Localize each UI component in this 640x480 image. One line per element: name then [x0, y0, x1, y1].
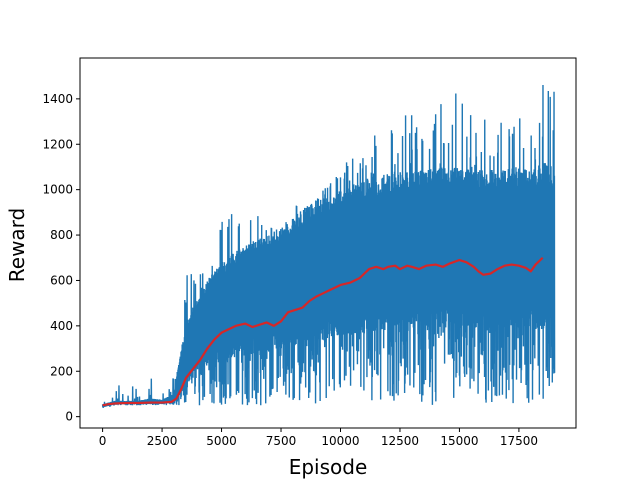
- series-moving-average-line: [102, 256, 544, 407]
- y-tick-label: 0: [65, 410, 73, 424]
- x-tick-label: 0: [99, 434, 107, 448]
- x-axis: 0 2500 5000 7500 10000 12500 15000 17500: [99, 428, 538, 448]
- y-axis-label: Reward: [5, 208, 29, 282]
- y-tick-label: 600: [50, 273, 73, 287]
- x-tick-label: 17500: [500, 434, 538, 448]
- plot-area: [101, 84, 556, 408]
- y-tick-label: 400: [50, 319, 73, 333]
- x-axis-label: Episode: [289, 455, 368, 479]
- x-tick-label: 10000: [321, 434, 359, 448]
- series-raw-reward-line: [101, 84, 556, 408]
- x-tick-label: 12500: [381, 434, 419, 448]
- y-tick-label: 1400: [42, 92, 73, 106]
- plot-frame: [79, 57, 577, 429]
- y-tick-label: 1000: [42, 183, 73, 197]
- y-tick-label: 200: [50, 364, 73, 378]
- x-tick-label: 5000: [206, 434, 237, 448]
- x-tick-label: 15000: [440, 434, 478, 448]
- y-tick-label: 800: [50, 228, 73, 242]
- x-tick-label: 7500: [266, 434, 297, 448]
- y-axis: 0 200 400 600 800 1000 1200 1400: [42, 92, 80, 424]
- y-tick-label: 1200: [42, 137, 73, 151]
- x-tick-label: 2500: [147, 434, 178, 448]
